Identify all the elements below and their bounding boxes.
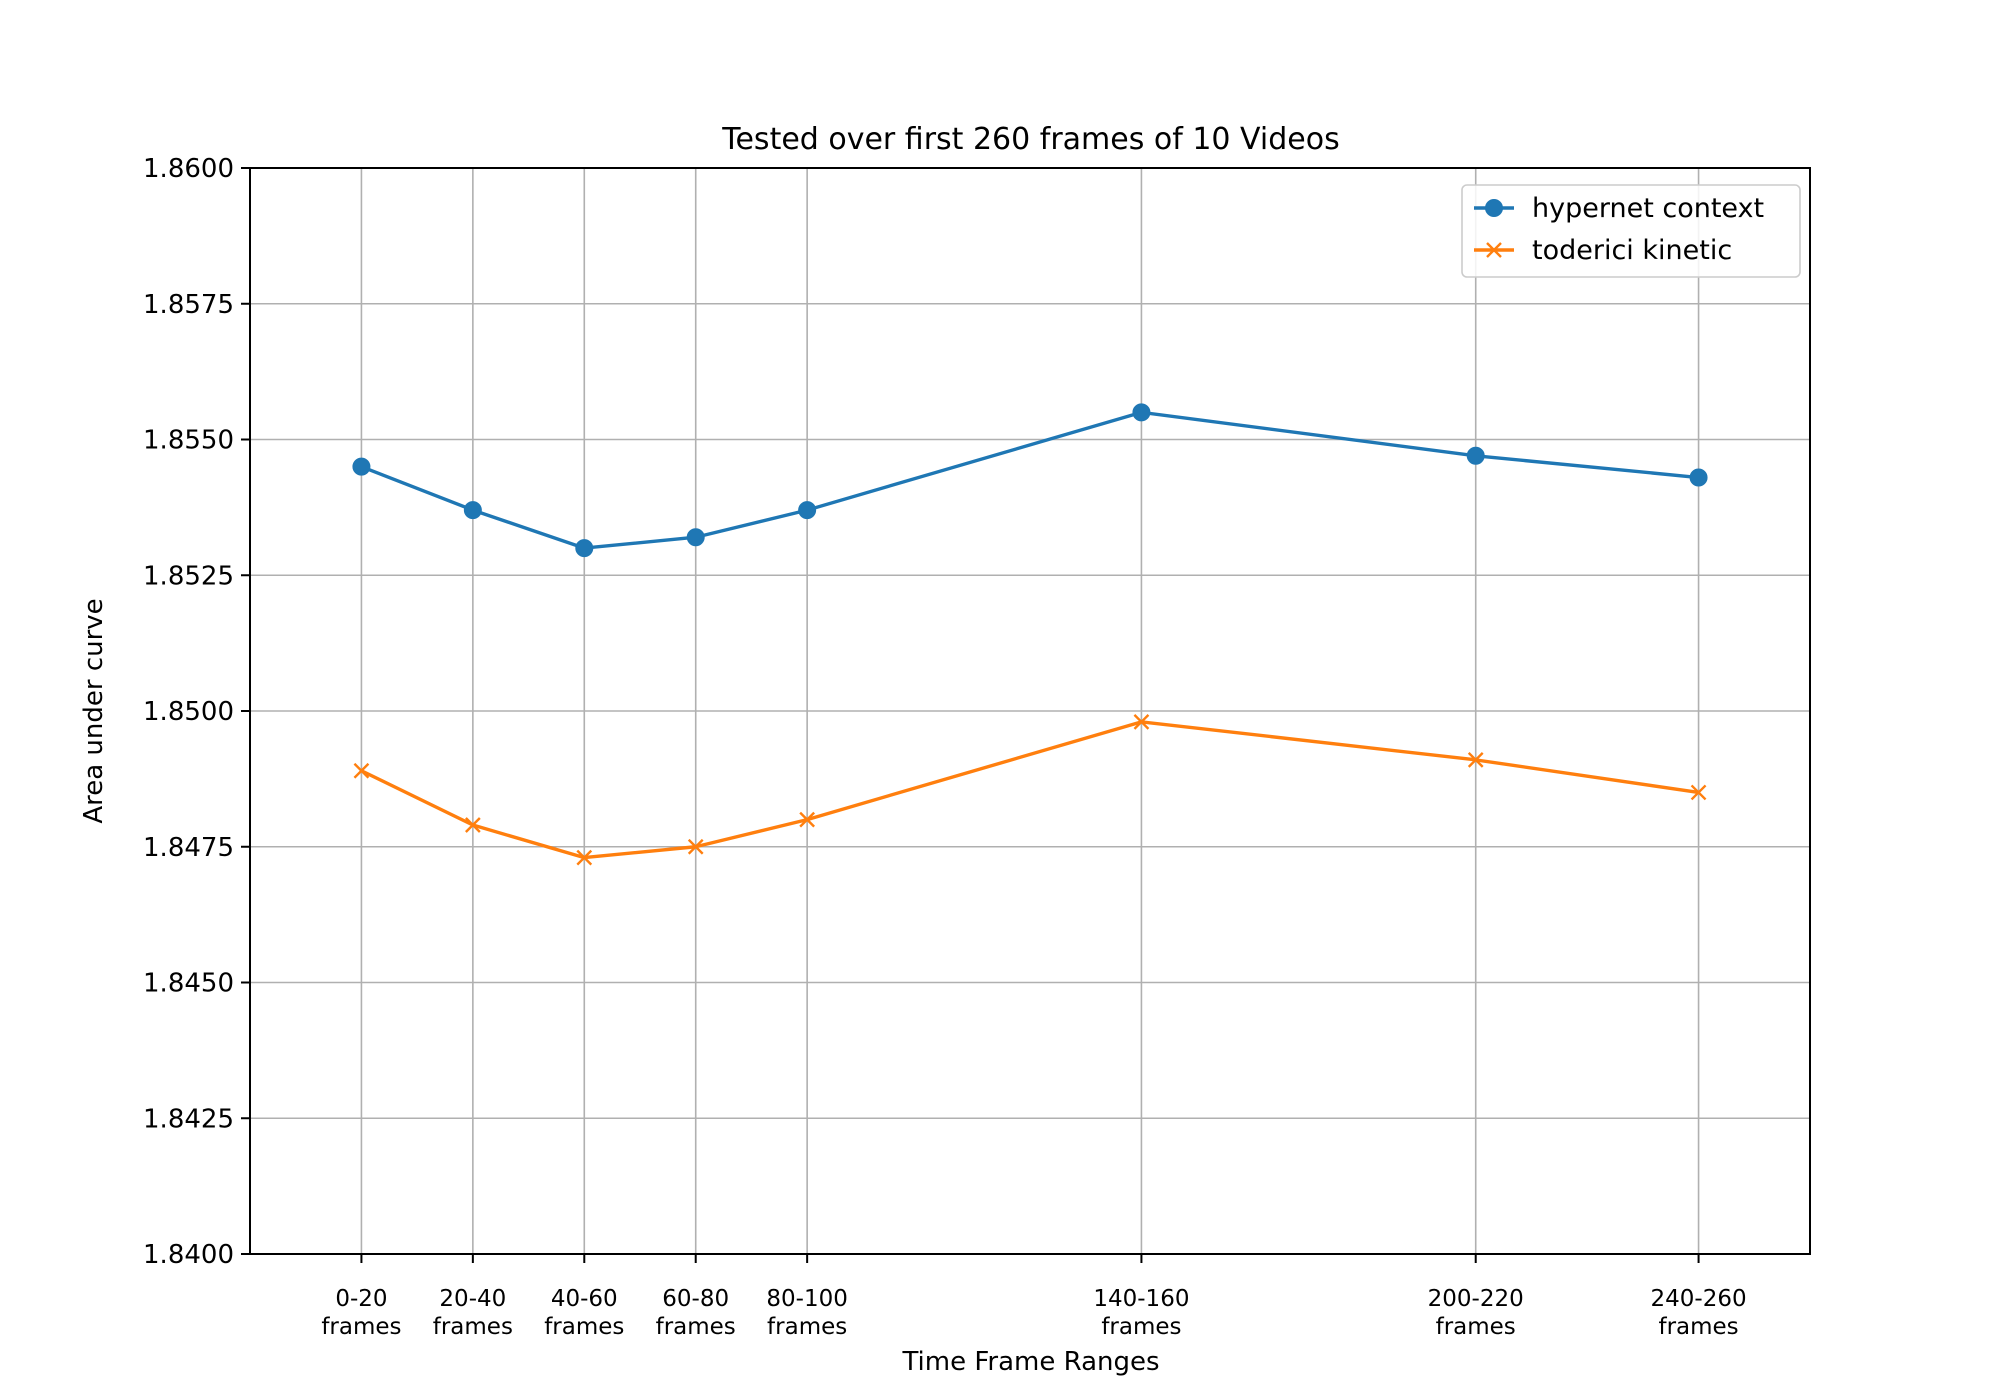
data-point-stroke	[465, 817, 481, 833]
series-line	[360, 410, 1699, 550]
data-point	[352, 457, 371, 476]
data-point-stroke	[353, 762, 370, 779]
data-point-stroke	[1467, 752, 1484, 768]
legend-marker-stroke	[1486, 242, 1502, 258]
legend-marker	[1485, 199, 1503, 217]
y-tick-label: 1.8425	[143, 1104, 234, 1134]
x-tick-label: 0-20 frames	[321, 1286, 401, 1340]
x-tick-label-line: 40-60	[551, 1286, 618, 1312]
y-tick-label: 1.8500	[143, 697, 234, 727]
data-point-stroke	[687, 838, 704, 855]
series-2	[353, 714, 1707, 866]
data-point-stroke	[799, 811, 815, 828]
x-tick-label-line: 0-20	[335, 1286, 387, 1312]
data-point	[1467, 752, 1484, 768]
legend-box	[1461, 184, 1801, 278]
x-tick-label-line: 240-260	[1651, 1286, 1747, 1312]
data-point	[1689, 468, 1708, 487]
legend: hypernet context toderici kinetic	[1461, 184, 1801, 278]
data-point	[798, 501, 817, 520]
legend-label: hypernet context	[1532, 193, 1764, 224]
x-tick-label-line: 80-100	[766, 1286, 847, 1312]
x-tick-label-line: 140-160	[1093, 1286, 1189, 1312]
grid-lines	[250, 167, 1810, 1255]
x-tick-label-line: 20-40	[439, 1286, 506, 1312]
data-point	[687, 838, 704, 855]
legend-label: toderici kinetic	[1532, 235, 1732, 266]
x-tick-label-line: 200-220	[1428, 1286, 1524, 1312]
data-point	[799, 811, 815, 828]
x-tick-label: 240-260 frames	[1651, 1286, 1747, 1340]
y-tick-label: 1.8575	[143, 290, 234, 320]
x-tick-label: 40-60 frames	[544, 1286, 624, 1340]
y-axis-label: Area under curve	[79, 598, 109, 823]
y-axis: 1.8400 1.8425 1.8450 1.8475 1.8500 1.8525 1.85…	[143, 154, 250, 1270]
data-point	[1466, 446, 1485, 465]
data-point	[463, 501, 482, 520]
x-tick-label: 60-80 frames	[656, 1286, 736, 1340]
data-point-stroke	[1690, 784, 1707, 801]
legend-item: toderici kinetic	[1474, 235, 1732, 266]
x-tick-label: 20-40 frames	[433, 1286, 513, 1340]
data-point-stroke	[1133, 714, 1150, 730]
legend-marker	[1486, 242, 1502, 258]
data-point-stroke	[576, 849, 593, 866]
x-tick-label-line: frames	[1436, 1314, 1516, 1340]
x-tick-label: 140-160 frames	[1093, 1286, 1189, 1340]
x-tick-label-line: frames	[433, 1314, 513, 1340]
x-tick-label-line: 60-80	[662, 1286, 729, 1312]
y-tick-label: 1.8550	[143, 426, 234, 456]
data-point	[1133, 714, 1150, 730]
x-tick-label: 80-100 frames	[766, 1286, 847, 1340]
y-tick-label: 1.8400	[143, 1240, 234, 1270]
y-tick-label: 1.8475	[143, 833, 234, 863]
x-tick-label: 200-220 frames	[1428, 1286, 1524, 1340]
series-layer	[352, 403, 1708, 866]
x-axis-label: Time Frame Ranges	[901, 1347, 1159, 1377]
data-point	[576, 849, 593, 866]
y-tick-label: 1.8525	[143, 561, 234, 591]
data-point	[465, 817, 481, 833]
x-tick-label-line: frames	[321, 1314, 401, 1340]
x-tick-label-line: frames	[767, 1314, 847, 1340]
y-tick-label: 1.8450	[143, 969, 234, 999]
x-tick-label-line: frames	[656, 1314, 736, 1340]
data-point	[686, 528, 705, 547]
series-1	[352, 403, 1708, 558]
legend-item: hypernet context	[1474, 193, 1764, 224]
data-point	[353, 762, 370, 779]
data-point	[1690, 784, 1707, 801]
series-line	[360, 720, 1699, 860]
x-tick-label-line: frames	[544, 1314, 624, 1340]
chart-title: Tested over first 260 frames of 10 Video…	[721, 122, 1339, 157]
data-point	[575, 539, 594, 558]
x-tick-label-line: frames	[1101, 1314, 1181, 1340]
y-tick-label: 1.8600	[143, 154, 234, 184]
data-point	[1132, 403, 1151, 422]
x-tick-label-line: frames	[1658, 1314, 1738, 1340]
